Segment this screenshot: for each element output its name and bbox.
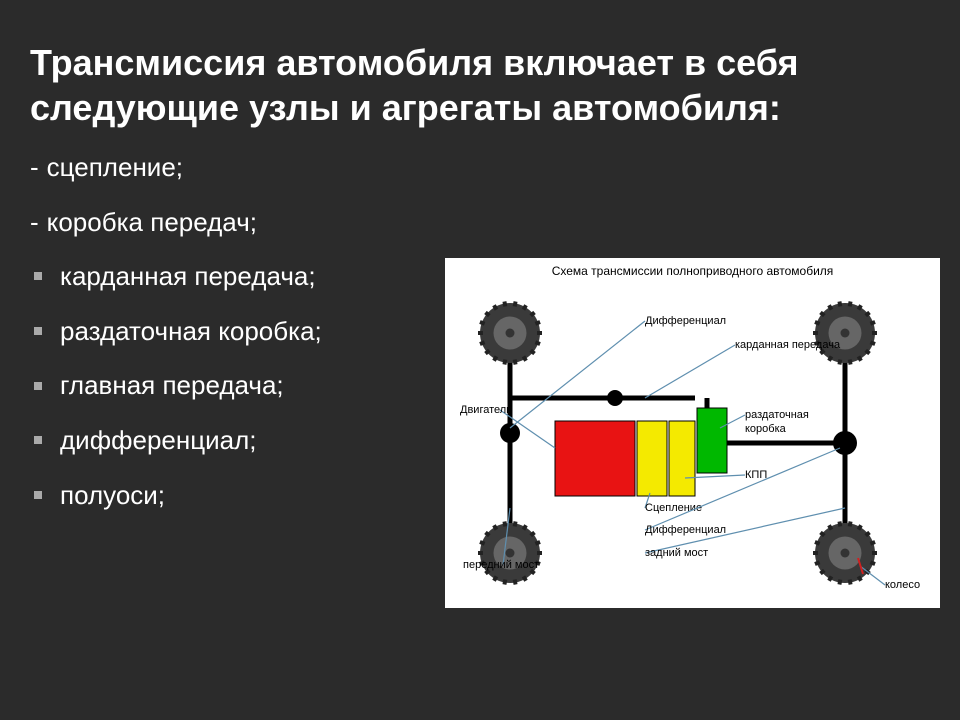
svg-text:передний мост: передний мост xyxy=(463,559,539,571)
list-item: - сцепление; xyxy=(30,140,930,195)
svg-text:раздаточная: раздаточная xyxy=(745,409,809,421)
svg-text:колесо: колесо xyxy=(885,579,920,591)
list-item-text: главная передача; xyxy=(60,358,284,413)
diagram-canvas: Дифференциал карданная передача Двигатель р… xyxy=(445,278,940,606)
svg-text:задний мост: задний мост xyxy=(645,547,708,559)
dash-bullet: - xyxy=(30,195,39,250)
transmission-diagram: Схема трансмиссии полноприводного автомо… xyxy=(445,258,940,608)
svg-text:Сцепление: Сцепление xyxy=(645,502,702,514)
list-item: - коробка передач; xyxy=(30,195,930,250)
list-item-text: полуоси; xyxy=(60,468,165,523)
square-bullet-icon xyxy=(34,382,42,390)
list-item-text: дифференциал; xyxy=(60,413,257,468)
square-bullet-icon xyxy=(34,436,42,444)
svg-text:коробка: коробка xyxy=(745,423,787,435)
square-bullet-icon xyxy=(34,327,42,335)
svg-text:КПП: КПП xyxy=(745,469,767,481)
svg-text:Дифференциал: Дифференциал xyxy=(645,315,726,327)
diagram-title: Схема трансмиссии полноприводного автомо… xyxy=(445,258,940,278)
svg-text:Двигатель: Двигатель xyxy=(460,404,512,416)
svg-text:карданная передача: карданная передача xyxy=(735,339,841,351)
square-bullet-icon xyxy=(34,272,42,280)
list-item-text: раздаточная коробка; xyxy=(60,304,322,359)
dash-bullet: - xyxy=(30,140,39,195)
list-item-text: карданная передача; xyxy=(60,249,316,304)
list-item-text: коробка передач; xyxy=(47,195,257,250)
page-title: Трансмиссия автомобиля включает в себя с… xyxy=(30,40,930,130)
square-bullet-icon xyxy=(34,491,42,499)
list-item-text: сцепление; xyxy=(47,140,183,195)
svg-text:Дифференциал: Дифференциал xyxy=(645,524,726,536)
